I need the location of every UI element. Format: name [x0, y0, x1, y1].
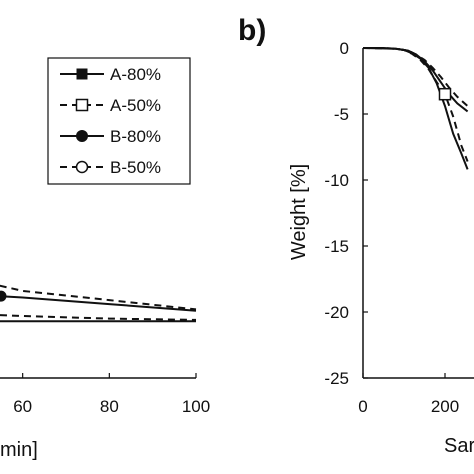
panel-b-x-tick-label: 0 [358, 397, 367, 416]
legend-marker-filled-square [76, 68, 88, 80]
panel-b: b) Weight [%] 0-5-10-15-20-25 0200400 Sa… [238, 14, 474, 457]
panel-b-y-tick-label: -20 [324, 303, 349, 322]
panel-a-x-tick-label: 80 [100, 397, 119, 416]
panel-b-series-line [363, 47, 469, 162]
panel-a: 60 80 100 min] A-80% A-50% B-80% B-50% [0, 57, 210, 461]
panel-a-x-axis-label: min] [0, 439, 38, 461]
panel-b-series-line [362, 47, 469, 107]
panel-a-series-line [0, 295, 197, 312]
panel-b-x-tick-label: 200 [431, 397, 459, 416]
panel-b-y-tick-label: -25 [324, 369, 349, 388]
panel-a-data-marker-circle [0, 290, 7, 302]
legend-entry-label: B-50% [110, 158, 161, 177]
legend-entry-label: A-80% [110, 65, 161, 84]
panel-b-series [362, 47, 469, 170]
panel-b-x-ticks: 0200400 [358, 373, 459, 416]
panel-b-y-tick-label: -15 [324, 237, 349, 256]
panel-b-y-ticks: 0 -5 -10 -15 -20 -25 [324, 39, 368, 388]
panel-b-axes [362, 48, 474, 379]
panel-b-series-line [363, 47, 469, 170]
panel-b-letter: b) [238, 14, 266, 47]
legend-entry-label: B-80% [110, 127, 161, 146]
panel-a-x-tick-label: 100 [182, 397, 210, 416]
legend-marker-filled-circle [76, 130, 88, 142]
legend-marker-open-circle [75, 160, 89, 174]
panel-b-y-tick-label: -5 [334, 105, 349, 124]
panel-a-x-tick-label: 60 [13, 397, 32, 416]
panel-b-data-marker-open-square [438, 87, 452, 101]
panel-b-series-line [362, 47, 469, 113]
panel-b-x-axis-label: Sar [444, 435, 474, 457]
panel-b-y-tick-label: -10 [324, 171, 349, 190]
panel-a-series [0, 284, 197, 323]
legend-marker-open-square [75, 98, 89, 112]
panel-a-series-line [0, 284, 197, 311]
legend-entry-label: A-50% [110, 96, 161, 115]
panel-b-y-axis-label: Weight [%] [288, 164, 310, 260]
legend-box [47, 57, 191, 185]
panel-a-legend: A-80% A-50% B-80% B-50% [47, 57, 191, 185]
panel-a-x-ticks: 60 80 100 [13, 373, 210, 416]
panel-a-series-line [0, 314, 197, 321]
panel-b-y-tick-label: 0 [340, 39, 349, 58]
